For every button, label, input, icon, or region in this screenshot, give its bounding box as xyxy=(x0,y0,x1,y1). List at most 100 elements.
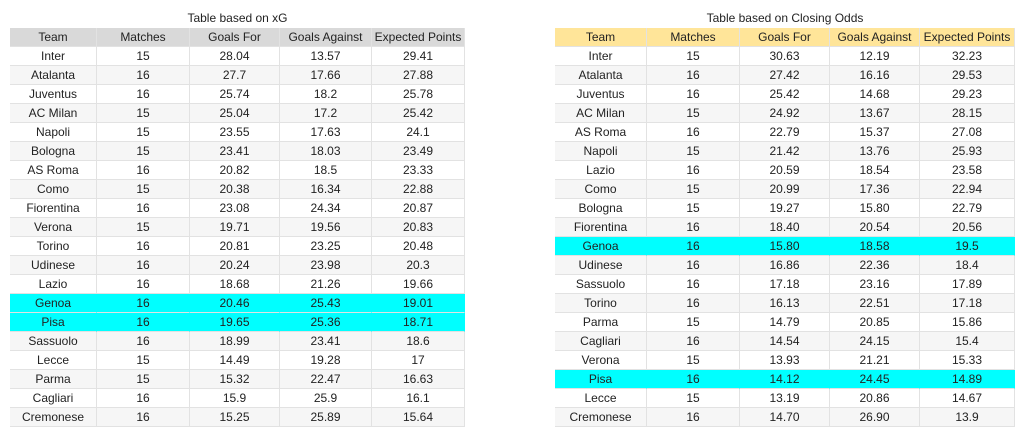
value-cell: 16 xyxy=(97,199,190,218)
value-cell: 22.51 xyxy=(830,294,920,313)
value-cell: 16 xyxy=(97,237,190,256)
value-cell: 32.23 xyxy=(920,47,1015,66)
value-cell: 13.19 xyxy=(740,389,830,408)
value-cell: 17.63 xyxy=(280,123,372,142)
team-cell: AS Roma xyxy=(10,161,97,180)
team-cell: Sassuolo xyxy=(555,275,647,294)
value-cell: 15.80 xyxy=(740,237,830,256)
value-cell: 15.37 xyxy=(830,123,920,142)
value-cell: 14.79 xyxy=(740,313,830,332)
team-cell: Torino xyxy=(555,294,647,313)
value-cell: 25.9 xyxy=(280,389,372,408)
team-cell: Cagliari xyxy=(555,332,647,351)
value-cell: 22.88 xyxy=(372,180,465,199)
value-cell: 29.53 xyxy=(920,66,1015,85)
team-cell: AC Milan xyxy=(555,104,647,123)
value-cell: 18.58 xyxy=(830,237,920,256)
team-cell: Inter xyxy=(10,47,97,66)
team-cell: Verona xyxy=(10,218,97,237)
value-cell: 20.46 xyxy=(190,294,280,313)
value-cell: 15 xyxy=(97,370,190,389)
team-cell: Sassuolo xyxy=(10,332,97,351)
value-cell: 20.38 xyxy=(190,180,280,199)
value-cell: 15.80 xyxy=(830,199,920,218)
column-header: Goals For xyxy=(740,28,830,47)
value-cell: 17.66 xyxy=(280,66,372,85)
value-cell: 17.18 xyxy=(740,275,830,294)
value-cell: 18.71 xyxy=(372,313,465,332)
value-cell: 21.26 xyxy=(280,275,372,294)
value-cell: 16 xyxy=(647,332,740,351)
value-cell: 25.78 xyxy=(372,85,465,104)
value-cell: 16 xyxy=(97,256,190,275)
value-cell: 27.7 xyxy=(190,66,280,85)
team-cell: Bologna xyxy=(10,142,97,161)
value-cell: 15 xyxy=(97,123,190,142)
value-cell: 22.94 xyxy=(920,180,1015,199)
value-cell: 15 xyxy=(97,47,190,66)
team-cell: Juventus xyxy=(555,85,647,104)
value-cell: 20.24 xyxy=(190,256,280,275)
team-cell: Genoa xyxy=(555,237,647,256)
value-cell: 16.16 xyxy=(830,66,920,85)
value-cell: 24.1 xyxy=(372,123,465,142)
value-cell: 16 xyxy=(647,123,740,142)
value-cell: 16 xyxy=(97,275,190,294)
value-cell: 22.79 xyxy=(740,123,830,142)
team-cell: Lecce xyxy=(10,351,97,370)
value-cell: 16.63 xyxy=(372,370,465,389)
team-cell: Lazio xyxy=(10,275,97,294)
value-cell: 22.47 xyxy=(280,370,372,389)
value-cell: 19.66 xyxy=(372,275,465,294)
value-cell: 13.57 xyxy=(280,47,372,66)
team-cell: Lazio xyxy=(555,161,647,180)
column-header: Team xyxy=(555,28,647,47)
value-cell: 19.5 xyxy=(920,237,1015,256)
team-cell: Inter xyxy=(555,47,647,66)
column-header: Expected Points xyxy=(920,28,1015,47)
value-cell: 19.27 xyxy=(740,199,830,218)
value-cell: 16 xyxy=(97,66,190,85)
value-cell: 16 xyxy=(647,408,740,427)
value-cell: 13.67 xyxy=(830,104,920,123)
team-cell: Cremonese xyxy=(555,408,647,427)
value-cell: 25.42 xyxy=(372,104,465,123)
value-cell: 14.12 xyxy=(740,370,830,389)
value-cell: 16.1 xyxy=(372,389,465,408)
value-cell: 25.36 xyxy=(280,313,372,332)
value-cell: 15.4 xyxy=(920,332,1015,351)
value-cell: 18.2 xyxy=(280,85,372,104)
team-cell: Como xyxy=(10,180,97,199)
team-cell: Fiorentina xyxy=(10,199,97,218)
team-cell: AC Milan xyxy=(10,104,97,123)
value-cell: 16 xyxy=(97,294,190,313)
value-cell: 16 xyxy=(647,256,740,275)
value-cell: 25.89 xyxy=(280,408,372,427)
value-cell: 15 xyxy=(647,104,740,123)
value-cell: 19.71 xyxy=(190,218,280,237)
value-cell: 15 xyxy=(647,180,740,199)
value-cell: 15 xyxy=(97,180,190,199)
value-cell: 15.9 xyxy=(190,389,280,408)
value-cell: 25.42 xyxy=(740,85,830,104)
value-cell: 20.54 xyxy=(830,218,920,237)
value-cell: 16 xyxy=(647,275,740,294)
value-cell: 18.4 xyxy=(920,256,1015,275)
value-cell: 23.16 xyxy=(830,275,920,294)
team-cell: Parma xyxy=(10,370,97,389)
value-cell: 15 xyxy=(97,218,190,237)
value-cell: 16 xyxy=(97,85,190,104)
value-cell: 20.81 xyxy=(190,237,280,256)
value-cell: 24.92 xyxy=(740,104,830,123)
value-cell: 23.41 xyxy=(280,332,372,351)
value-cell: 14.67 xyxy=(920,389,1015,408)
team-cell: Bologna xyxy=(555,199,647,218)
value-cell: 15.33 xyxy=(920,351,1015,370)
value-cell: 20.99 xyxy=(740,180,830,199)
value-cell: 13.76 xyxy=(830,142,920,161)
team-cell: Napoli xyxy=(10,123,97,142)
value-cell: 22.79 xyxy=(920,199,1015,218)
value-cell: 18.03 xyxy=(280,142,372,161)
value-cell: 25.43 xyxy=(280,294,372,313)
team-cell: Napoli xyxy=(555,142,647,161)
